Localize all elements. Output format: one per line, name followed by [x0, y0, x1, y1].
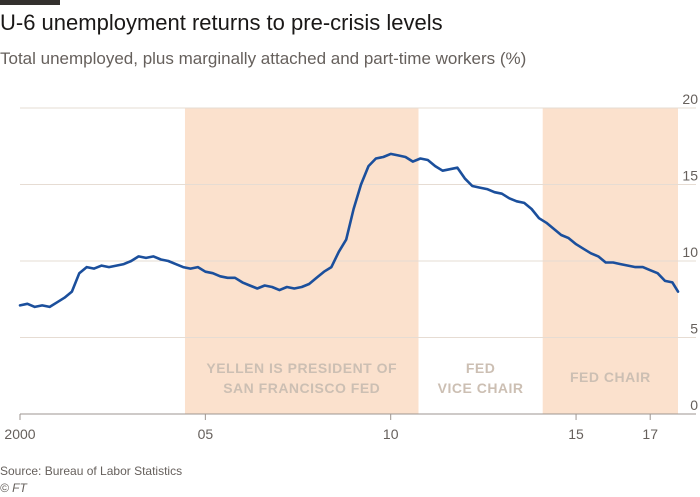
y-tick-label-0: 0	[690, 397, 698, 413]
y-tick-label-10: 10	[682, 244, 698, 260]
y-tick-label-20: 20	[682, 91, 698, 107]
x-tick-label-05: 05	[198, 426, 214, 442]
x-tick-label-10: 10	[383, 426, 399, 442]
x-tick-label-17: 17	[642, 426, 658, 442]
x-tick-label-2000: 2000	[4, 426, 35, 442]
chart-subtitle: Total unemployed, plus marginally attach…	[0, 49, 527, 68]
band-label-0-0: YELLEN IS PRESIDENT OF	[206, 360, 397, 376]
band-label-1-0: FED	[466, 360, 496, 376]
chart-title: U-6 unemployment returns to pre-crisis l…	[0, 10, 443, 35]
source-note: Source: Bureau of Labor Statistics	[0, 464, 183, 478]
y-tick-label-5: 5	[690, 321, 698, 337]
band-label-2-0: FED CHAIR	[570, 369, 651, 385]
y-tick-label-15: 15	[682, 168, 698, 184]
credit-note: © FT	[0, 481, 27, 495]
accent-bar	[0, 0, 60, 5]
line-layer	[18, 152, 680, 309]
band-label-1-1: VICE CHAIR	[438, 380, 524, 396]
series-line-u6	[18, 152, 680, 309]
x-tick-label-15: 15	[568, 426, 584, 442]
band-labels-layer: YELLEN IS PRESIDENT OF SAN FRANCISCO FED F…	[206, 360, 650, 396]
band-label-0-1: SAN FRANCISCO FED	[223, 380, 380, 396]
